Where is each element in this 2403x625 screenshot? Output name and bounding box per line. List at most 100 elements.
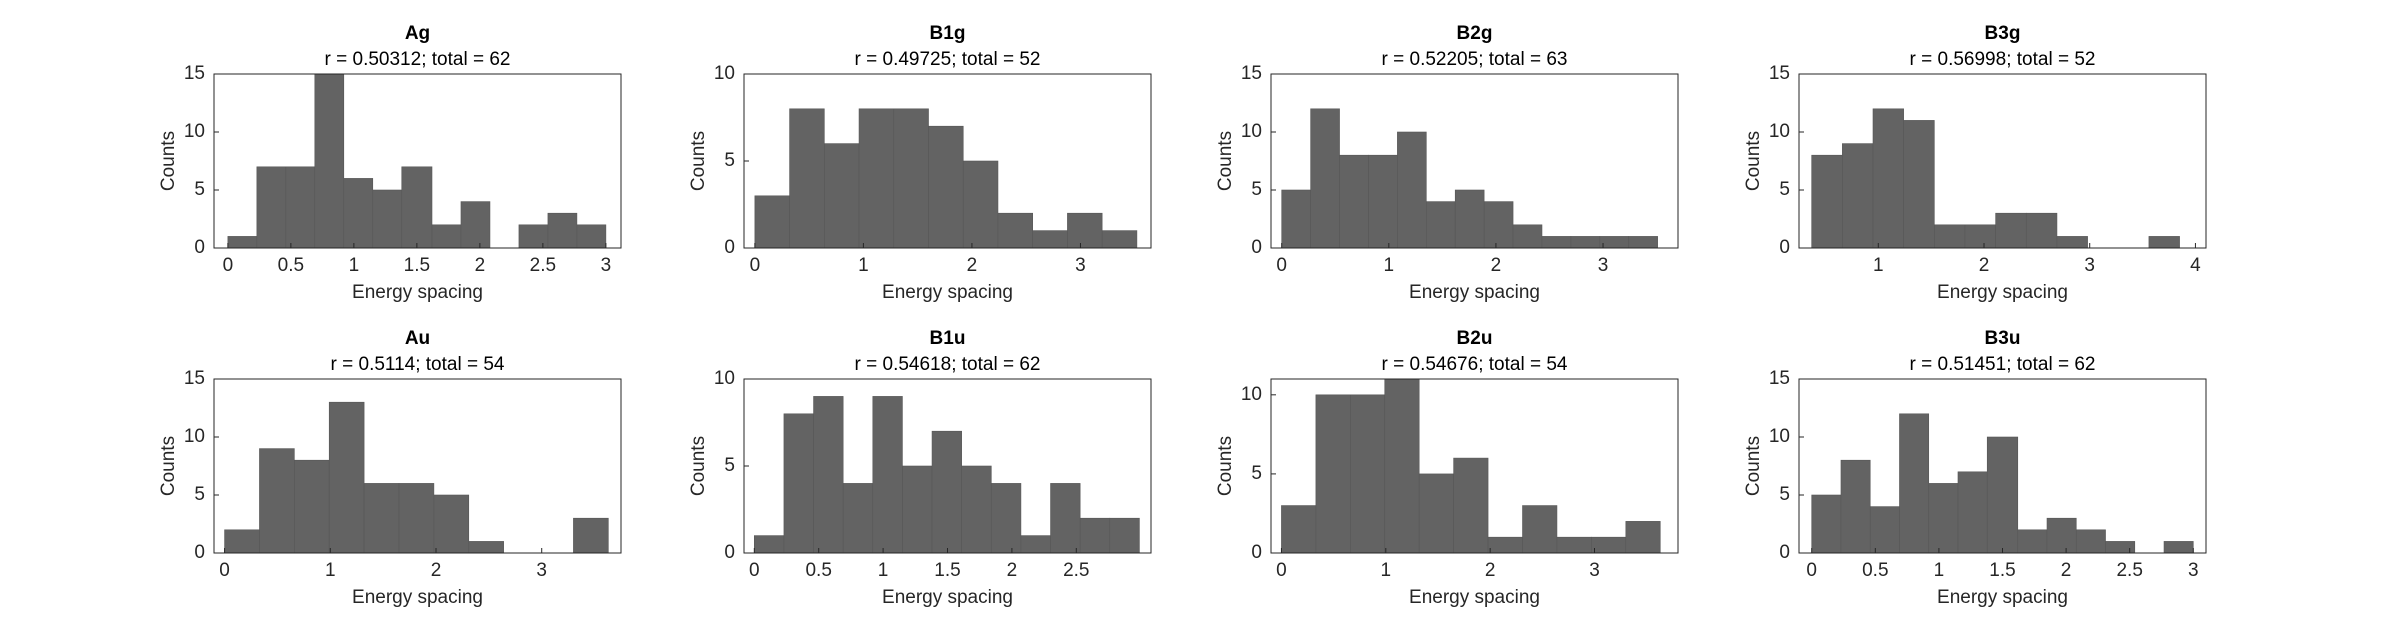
axes-box bbox=[213, 378, 622, 554]
y-tick-label: 0 bbox=[194, 542, 205, 563]
x-tick-label: 0.5 bbox=[278, 255, 304, 276]
bar bbox=[1101, 230, 1138, 249]
y-tick-label: 10 bbox=[714, 368, 735, 389]
bar bbox=[573, 517, 609, 554]
bar bbox=[227, 236, 258, 249]
x-tick-label: 3 bbox=[2188, 560, 2199, 581]
bar bbox=[224, 529, 260, 554]
x-tick-label: 1 bbox=[1381, 560, 1392, 581]
x-tick-label: 1 bbox=[858, 255, 869, 276]
panel-subtitle: r = 0.50312; total = 62 bbox=[325, 49, 511, 70]
bar bbox=[1109, 517, 1140, 554]
bar bbox=[1079, 517, 1111, 554]
bar bbox=[468, 541, 504, 554]
panel-subtitle: r = 0.52205; total = 63 bbox=[1382, 49, 1568, 70]
x-tick-label: 2 bbox=[1007, 560, 1018, 581]
y-tick-label: 5 bbox=[194, 484, 205, 505]
y-tick-label: 10 bbox=[1769, 426, 1790, 447]
bar bbox=[789, 108, 825, 249]
bar bbox=[1512, 224, 1543, 249]
x-tick-label: 3 bbox=[1075, 255, 1086, 276]
bar bbox=[1570, 236, 1601, 249]
bar bbox=[2105, 541, 2136, 554]
bar bbox=[1020, 535, 1051, 554]
bar bbox=[547, 212, 578, 249]
bar bbox=[314, 73, 345, 249]
bar bbox=[928, 125, 964, 249]
y-axis-label: Counts bbox=[1215, 131, 1236, 191]
panel-title: B1g bbox=[930, 23, 966, 44]
bar bbox=[1483, 201, 1514, 249]
x-tick-label: 1.5 bbox=[1989, 560, 2015, 581]
bar bbox=[962, 160, 999, 249]
bar bbox=[2148, 236, 2180, 249]
y-tick-label: 10 bbox=[714, 63, 735, 84]
bar bbox=[363, 483, 400, 554]
x-tick-label: 0 bbox=[219, 560, 230, 581]
y-tick-label: 0 bbox=[724, 542, 735, 563]
x-tick-label: 3 bbox=[601, 255, 612, 276]
bar bbox=[1315, 394, 1351, 554]
y-tick-label: 0 bbox=[1779, 542, 1790, 563]
bar bbox=[842, 483, 874, 554]
y-tick-label: 15 bbox=[184, 63, 205, 84]
x-tick-label: 0 bbox=[1276, 560, 1287, 581]
bar bbox=[824, 143, 860, 249]
y-tick-label: 5 bbox=[1251, 463, 1262, 484]
bar bbox=[576, 224, 607, 249]
bar bbox=[1453, 457, 1489, 554]
axes-box bbox=[1798, 73, 2207, 249]
bar bbox=[431, 224, 462, 249]
y-tick-label: 5 bbox=[194, 179, 205, 200]
y-tick-label: 10 bbox=[1769, 121, 1790, 142]
panel-subtitle: r = 0.49725; total = 52 bbox=[855, 49, 1041, 70]
y-tick-label: 15 bbox=[184, 368, 205, 389]
bar bbox=[2163, 541, 2194, 554]
x-axis-label: Energy spacing bbox=[1937, 587, 2068, 608]
x-axis-label: Energy spacing bbox=[1937, 282, 2068, 303]
bar bbox=[2075, 529, 2106, 554]
bar bbox=[893, 108, 929, 249]
y-tick-label: 0 bbox=[1251, 542, 1262, 563]
x-tick-label: 2 bbox=[967, 255, 978, 276]
bar bbox=[1811, 154, 1843, 249]
x-tick-label: 1 bbox=[349, 255, 360, 276]
x-tick-label: 3 bbox=[536, 560, 547, 581]
y-tick-label: 15 bbox=[1241, 63, 1262, 84]
bar bbox=[256, 166, 287, 249]
x-tick-label: 0.5 bbox=[1862, 560, 1888, 581]
bar bbox=[401, 166, 433, 249]
axes-box bbox=[213, 73, 622, 249]
bar bbox=[1556, 536, 1592, 554]
x-tick-label: 3 bbox=[1589, 560, 1600, 581]
y-axis-label: Counts bbox=[158, 436, 179, 496]
bar bbox=[1903, 120, 1935, 249]
y-axis-label: Counts bbox=[1743, 131, 1764, 191]
x-tick-label: 1.5 bbox=[934, 560, 960, 581]
panel-title: B1u bbox=[930, 328, 966, 349]
bar bbox=[2017, 529, 2048, 554]
bar bbox=[2056, 236, 2088, 249]
x-tick-label: 2 bbox=[475, 255, 486, 276]
bar bbox=[1368, 154, 1398, 249]
y-tick-label: 5 bbox=[724, 150, 735, 171]
x-tick-label: 1 bbox=[1384, 255, 1395, 276]
panel-title: Ag bbox=[405, 23, 430, 44]
panel-subtitle: r = 0.5114; total = 54 bbox=[331, 354, 505, 375]
bar bbox=[1418, 473, 1454, 554]
y-tick-label: 10 bbox=[184, 426, 205, 447]
x-tick-label: 0 bbox=[750, 255, 761, 276]
bar bbox=[1899, 413, 1930, 554]
bar bbox=[259, 448, 295, 554]
bar bbox=[783, 413, 814, 554]
bar bbox=[1050, 483, 1081, 554]
bar bbox=[2046, 517, 2077, 554]
bar bbox=[1426, 201, 1456, 249]
bar bbox=[1995, 212, 2027, 249]
x-tick-label: 2 bbox=[431, 560, 442, 581]
y-tick-label: 10 bbox=[1241, 384, 1262, 405]
bar bbox=[294, 459, 330, 554]
x-tick-label: 1 bbox=[1873, 255, 1884, 276]
bar bbox=[813, 396, 844, 554]
